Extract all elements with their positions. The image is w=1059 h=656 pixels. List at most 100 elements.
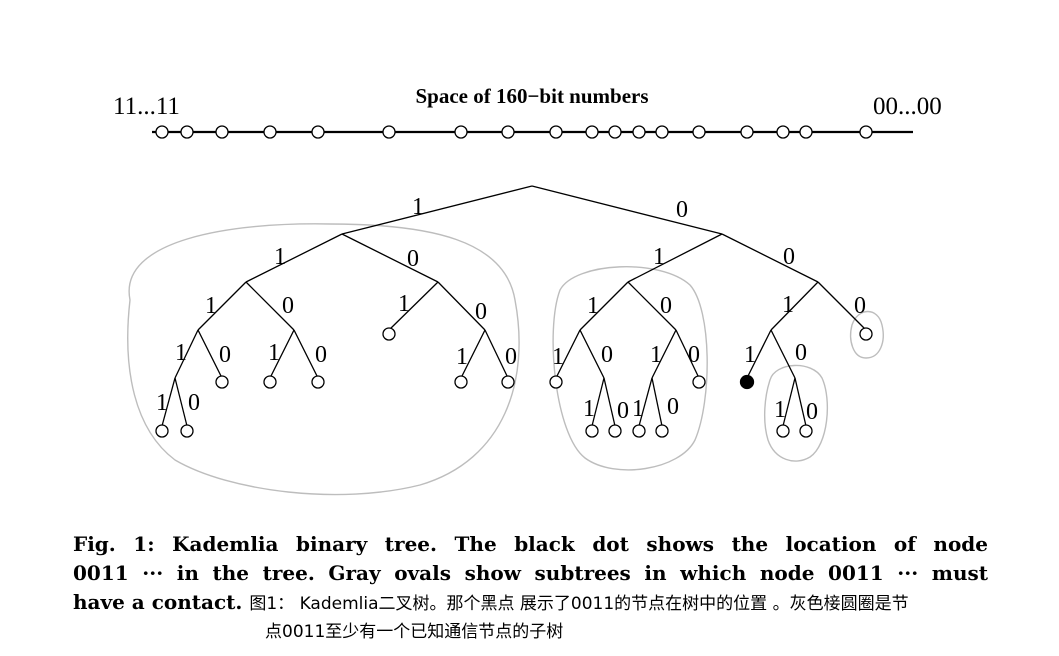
tree-edge [245,233,343,283]
tree-leaf-node [263,375,277,389]
number-line-node [382,125,396,139]
number-line-node [311,125,325,139]
tree-edge [721,233,819,283]
tree-edge [651,329,677,379]
edge-bit-label-one: 1 [175,340,187,366]
caption-line-2: 0011 ··· in the tree. Gray ovals show su… [73,561,988,585]
edge-bit-label-one: 1 [650,342,662,368]
tree-leaf-node [608,424,622,438]
tree-leaf-node [311,375,325,389]
edge-bit-label-one: 1 [412,194,424,220]
edge-bit-label-zero: 0 [315,342,327,368]
edge-bit-label-one: 1 [156,390,168,416]
edge-bit-label-zero: 0 [688,342,700,368]
caption-translation-line-2: 点0011至少有一个已知通信节点的子树 [265,622,564,642]
number-line-node [740,125,754,139]
edge-bit-label-zero: 0 [806,399,818,425]
tree-leaf-node [180,424,194,438]
edge-bit-label-one: 1 [205,293,217,319]
tree-leaf-node [776,424,790,438]
tree-edge [794,377,807,427]
edge-bit-label-zero: 0 [601,342,613,368]
tree-edge [161,377,176,427]
edge-bit-label-zero: 0 [854,293,866,319]
tree-edge [388,281,439,331]
edge-bit-label-one: 1 [632,396,644,422]
number-line-node [155,125,169,139]
subtree-oval-4 [849,310,884,359]
tree-edge [579,281,629,331]
edge-bit-label-zero: 0 [505,344,517,370]
edge-bit-label-zero: 0 [795,340,807,366]
caption-line-1: Fig. 1: Kademlia binary tree. The black … [73,532,988,556]
number-line-node [799,125,813,139]
number-line-node [608,125,622,139]
tree-edge [341,233,439,283]
tree-leaf-node [215,375,229,389]
number-space-left-label: 11...11 [113,93,180,120]
tree-edge [579,329,605,379]
edge-bit-label-one: 1 [268,340,280,366]
edge-bit-label-zero: 0 [667,394,679,420]
edge-bit-label-zero: 0 [676,197,688,223]
tree-leaf-node [632,424,646,438]
tree-edge [591,377,605,427]
tree-edge [770,281,819,331]
figure-caption: Fig. 1: Kademlia binary tree. The black … [73,530,988,645]
edge-bit-label-zero: 0 [475,299,487,325]
edge-bit-label-zero: 0 [660,293,672,319]
tree-edge [555,329,581,379]
tree-leaf-node [549,375,563,389]
edge-bit-label-one: 1 [583,396,595,422]
tree-edge [627,281,677,331]
tree-edge [627,233,723,283]
number-line-node [454,125,468,139]
tree-edge [437,281,486,331]
tree-leaf-node [799,424,813,438]
edge-bit-label-one: 1 [782,292,794,318]
edge-bit-label-one: 1 [398,291,410,317]
tree-edge [460,329,486,379]
subtree-oval-2 [552,266,708,471]
number-line-node [549,125,563,139]
number-space-right-label: 00...00 [873,93,942,120]
tree-edge [770,329,796,379]
caption-line-3: have a contact. [73,590,243,614]
tree-leaf-node [585,424,599,438]
edge-bit-label-one: 1 [552,344,564,370]
edge-bit-label-zero: 0 [188,390,200,416]
tree-leaf-node [692,375,706,389]
number-line-node [215,125,229,139]
number-line-node [585,125,599,139]
caption-translation-line-1: 图1： Kademlia二叉树。那个黑点 展示了0011的节点在树中的位置 。灰… [249,594,909,614]
tree-edge [638,377,653,427]
number-line-node [859,125,873,139]
number-line-node [501,125,515,139]
tree-edge [269,329,295,379]
own-node-black-dot [739,374,755,390]
number-line-node [655,125,669,139]
number-line-nodes [155,125,873,139]
tree-leaf-node [859,327,873,341]
tree-edge [782,377,796,427]
tree-edge [651,377,663,427]
number-line-node [632,125,646,139]
tree-leaf-node [501,375,515,389]
edge-bit-label-one: 1 [774,397,786,423]
edge-bit-label-one: 1 [274,244,286,270]
subtree-ovals [127,223,884,496]
tree-edge [603,377,616,427]
subtree-oval-3 [763,364,828,462]
tree-edge [197,281,247,331]
edge-bit-label-one: 1 [587,293,599,319]
tree-edge [197,329,223,379]
tree-edge [675,329,700,379]
edge-bit-label-one: 1 [456,344,468,370]
subtree-oval-1 [127,223,520,496]
tree-edge [817,281,867,331]
tree-leaf-node [382,327,396,341]
edge-bit-label-zero: 0 [407,246,419,272]
tree-leaves [155,327,873,438]
tree-edge-labels: 1 01 01 01 01 01 01 01 01 01 01 0 1 01 0 1 01 01 01 0 [156,194,866,425]
